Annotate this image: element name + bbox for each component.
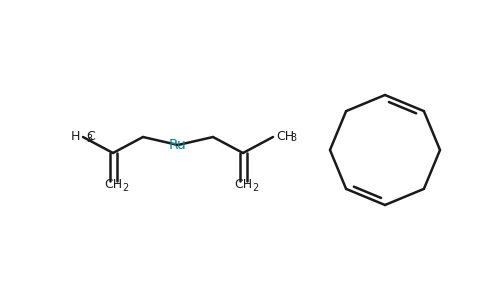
Text: 2: 2 [122,183,128,193]
Text: 3: 3 [86,134,92,144]
Text: 3: 3 [290,133,296,143]
Text: H: H [71,130,80,142]
Text: CH: CH [234,178,252,191]
Text: C: C [86,130,95,142]
Text: CH: CH [104,178,122,191]
Text: 2: 2 [252,183,258,193]
Text: CH: CH [276,130,294,142]
Text: Ru: Ru [169,138,187,152]
